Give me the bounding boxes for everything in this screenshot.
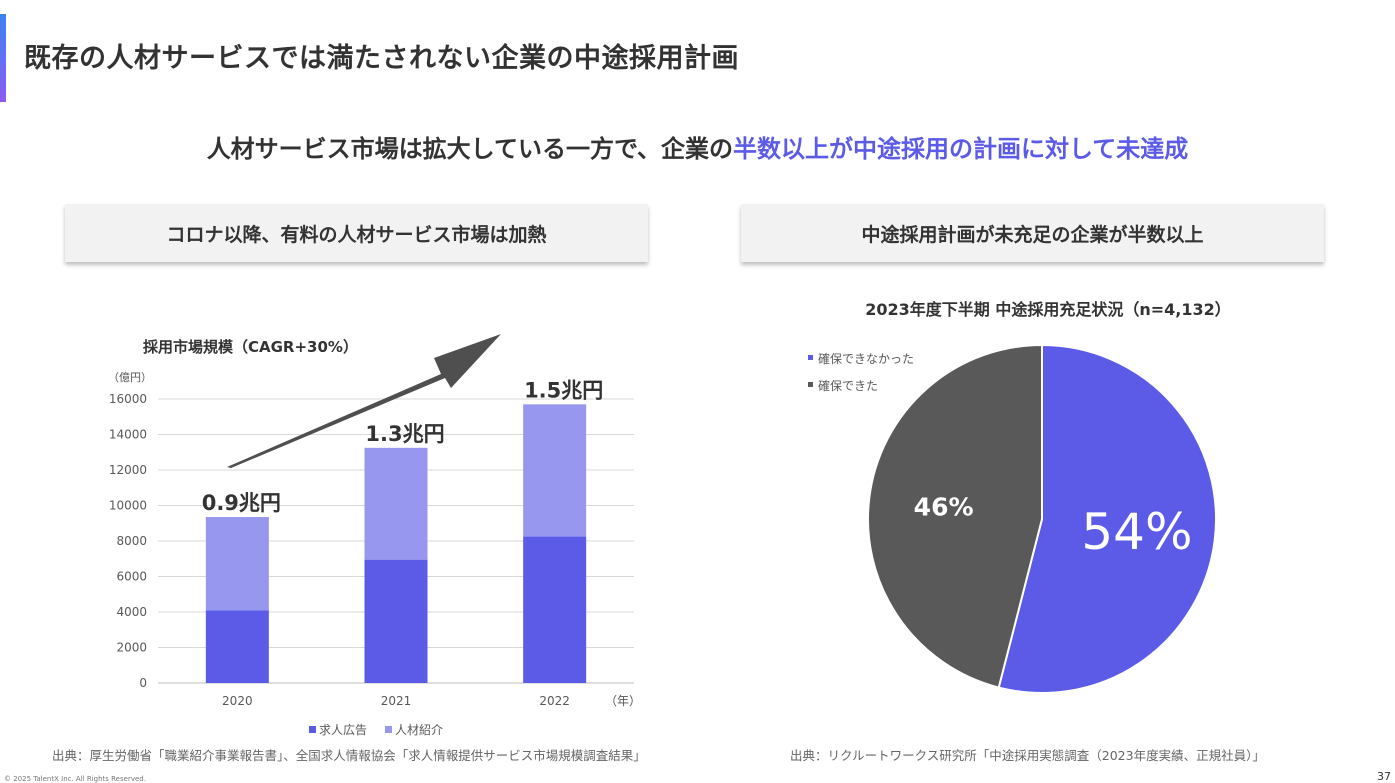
x-tick-label: 2022 <box>539 694 570 708</box>
page-title: 既存の人材サービスでは満たされない企業の中途採用計画 <box>24 43 739 74</box>
copyright-text: © 2025 TalentX Inc. All Rights Reserved. <box>4 775 146 783</box>
y-tick-label: 8000 <box>116 534 147 548</box>
x-tick-label: 2021 <box>381 694 412 708</box>
x-axis-unit-label: （年） <box>605 694 641 708</box>
y-tick-label: 16000 <box>109 392 147 406</box>
bar-segment <box>523 536 587 683</box>
title-accent-bar <box>0 14 6 102</box>
growth-arrow-icon <box>227 334 501 468</box>
bar-chart-legend: 求人広告 人材紹介 <box>309 723 443 737</box>
y-tick-label: 12000 <box>109 463 147 477</box>
page-number: 37 <box>1377 770 1391 783</box>
right-panel-header: 中途採用計画が未充足の企業が半数以上 <box>741 204 1324 262</box>
y-tick-label: 4000 <box>116 605 147 619</box>
legend-label: 確保できた <box>818 378 878 393</box>
left-source-note: 出典：厚生労働省「職業紹介事業報告書」、全国求人情報協会「求人情報提供サービス市… <box>52 748 646 763</box>
y-tick-label: 6000 <box>116 570 147 584</box>
x-tick-label: 2020 <box>222 694 253 708</box>
bar-chart-bars <box>205 404 587 683</box>
bar-total-label: 1.3兆円 <box>365 422 444 446</box>
bar-segment <box>364 447 428 560</box>
legend-label: 確保できなかった <box>818 351 914 366</box>
bar-total-label: 0.9兆円 <box>202 491 281 515</box>
subtitle-highlight: 半数以上が中途採用の計画に対して未達成 <box>733 135 1189 163</box>
legend-label: 求人広告 <box>319 723 367 737</box>
pie-value-label: 46% <box>914 493 974 522</box>
pie-value-label: 54% <box>1081 503 1192 561</box>
legend-swatch <box>808 355 813 360</box>
bar-segment <box>523 404 587 537</box>
y-axis-unit-label: （億円） <box>108 371 152 384</box>
bar-total-label: 1.5兆円 <box>524 378 603 402</box>
left-panel-header: コロナ以降、有料の人材サービス市場は加熱 <box>65 204 648 262</box>
legend-swatch <box>808 382 813 387</box>
y-tick-label: 2000 <box>116 641 147 655</box>
legend-swatch <box>385 726 392 733</box>
bar-chart-title: 採用市場規模（CAGR+30%） <box>143 338 358 356</box>
pie-chart-slices <box>867 343 1218 694</box>
y-tick-label: 14000 <box>109 428 147 442</box>
legend-label: 人材紹介 <box>395 723 443 737</box>
bar-segment <box>364 559 428 683</box>
right-source-note: 出典：リクルートワークス研究所「中途採用実態調査（2023年度実績、正規社員）」 <box>790 748 1265 763</box>
y-tick-label: 10000 <box>109 499 147 513</box>
bar-chart-y-ticks: 0 2000 4000 6000 8000 10000 12000 14000 16000 <box>109 392 147 690</box>
bar-segment <box>205 517 269 611</box>
slide-subtitle: 人材サービス市場は拡大している一方で、企業の半数以上が中途採用の計画に対して未達… <box>0 129 1395 164</box>
y-tick-label: 0 <box>139 676 147 690</box>
bar-chart-total-labels: 0.9兆円 1.3兆円 1.5兆円 <box>202 378 604 515</box>
recruitment-fulfillment-pie-chart: 2023年度下半期 中途採用充足状況（n=4,132） 確保できなかった確保でき… <box>808 300 1231 694</box>
market-size-bar-chart: 採用市場規模（CAGR+30%） （億円） （年） 0 2000 4000 6000 8… <box>108 334 641 737</box>
bar-chart-x-labels: 2020 2021 2022 <box>222 694 570 708</box>
legend-swatch <box>309 726 316 733</box>
pie-slice <box>867 343 1043 689</box>
subtitle-text: 人材サービス市場は拡大している一方で、企業の <box>206 135 734 163</box>
pie-chart-title: 2023年度下半期 中途採用充足状況（n=4,132） <box>865 300 1231 319</box>
pie-chart-value-labels: 54% 46% <box>914 493 1193 561</box>
bar-segment <box>205 610 269 683</box>
pie-slice <box>997 343 1218 694</box>
